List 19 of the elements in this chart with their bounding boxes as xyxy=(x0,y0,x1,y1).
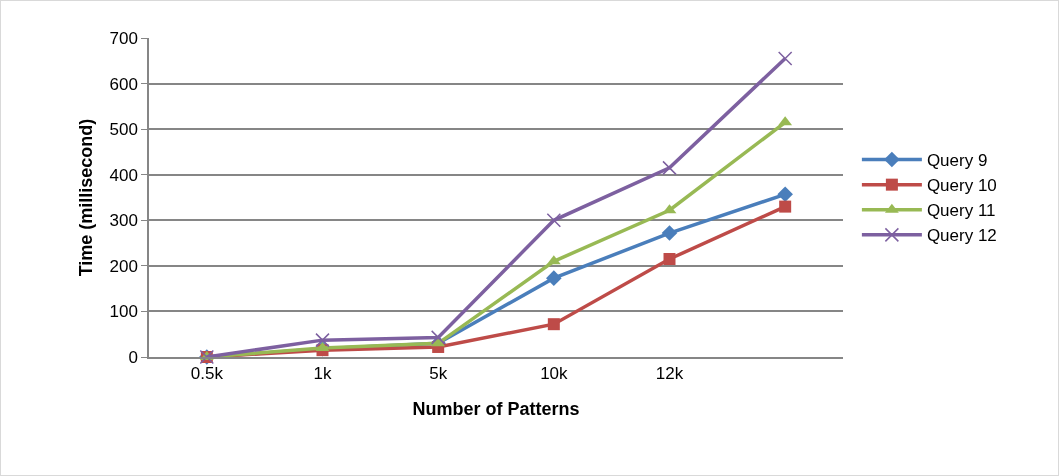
y-tick-label: 300 xyxy=(109,211,138,231)
x-tick-label: 0.5k xyxy=(190,364,224,384)
x-tick-label: 10k xyxy=(540,364,569,384)
y-tick-label: 600 xyxy=(109,74,138,94)
y-tick-label: 100 xyxy=(109,302,138,322)
legend-label: Query 10 xyxy=(926,176,997,196)
y-tick-label: 700 xyxy=(109,28,138,48)
x-tick-label: 1k xyxy=(313,364,332,384)
y-tick-label: 500 xyxy=(109,120,138,140)
y-tick-label: 200 xyxy=(109,256,138,276)
legend-label: Query 11 xyxy=(926,201,996,221)
y-axis-title: Time (millisecond) xyxy=(76,118,97,277)
legend-label: Query 9 xyxy=(926,151,988,171)
x-tick-label: 5k xyxy=(429,364,448,384)
y-tick-label: 0 xyxy=(128,347,138,367)
y-tick-label: 400 xyxy=(109,165,138,185)
legend-label: Query 12 xyxy=(926,226,997,246)
x-tick-label: 12k xyxy=(655,364,684,384)
x-axis-title: Number of Patterns xyxy=(412,398,580,419)
